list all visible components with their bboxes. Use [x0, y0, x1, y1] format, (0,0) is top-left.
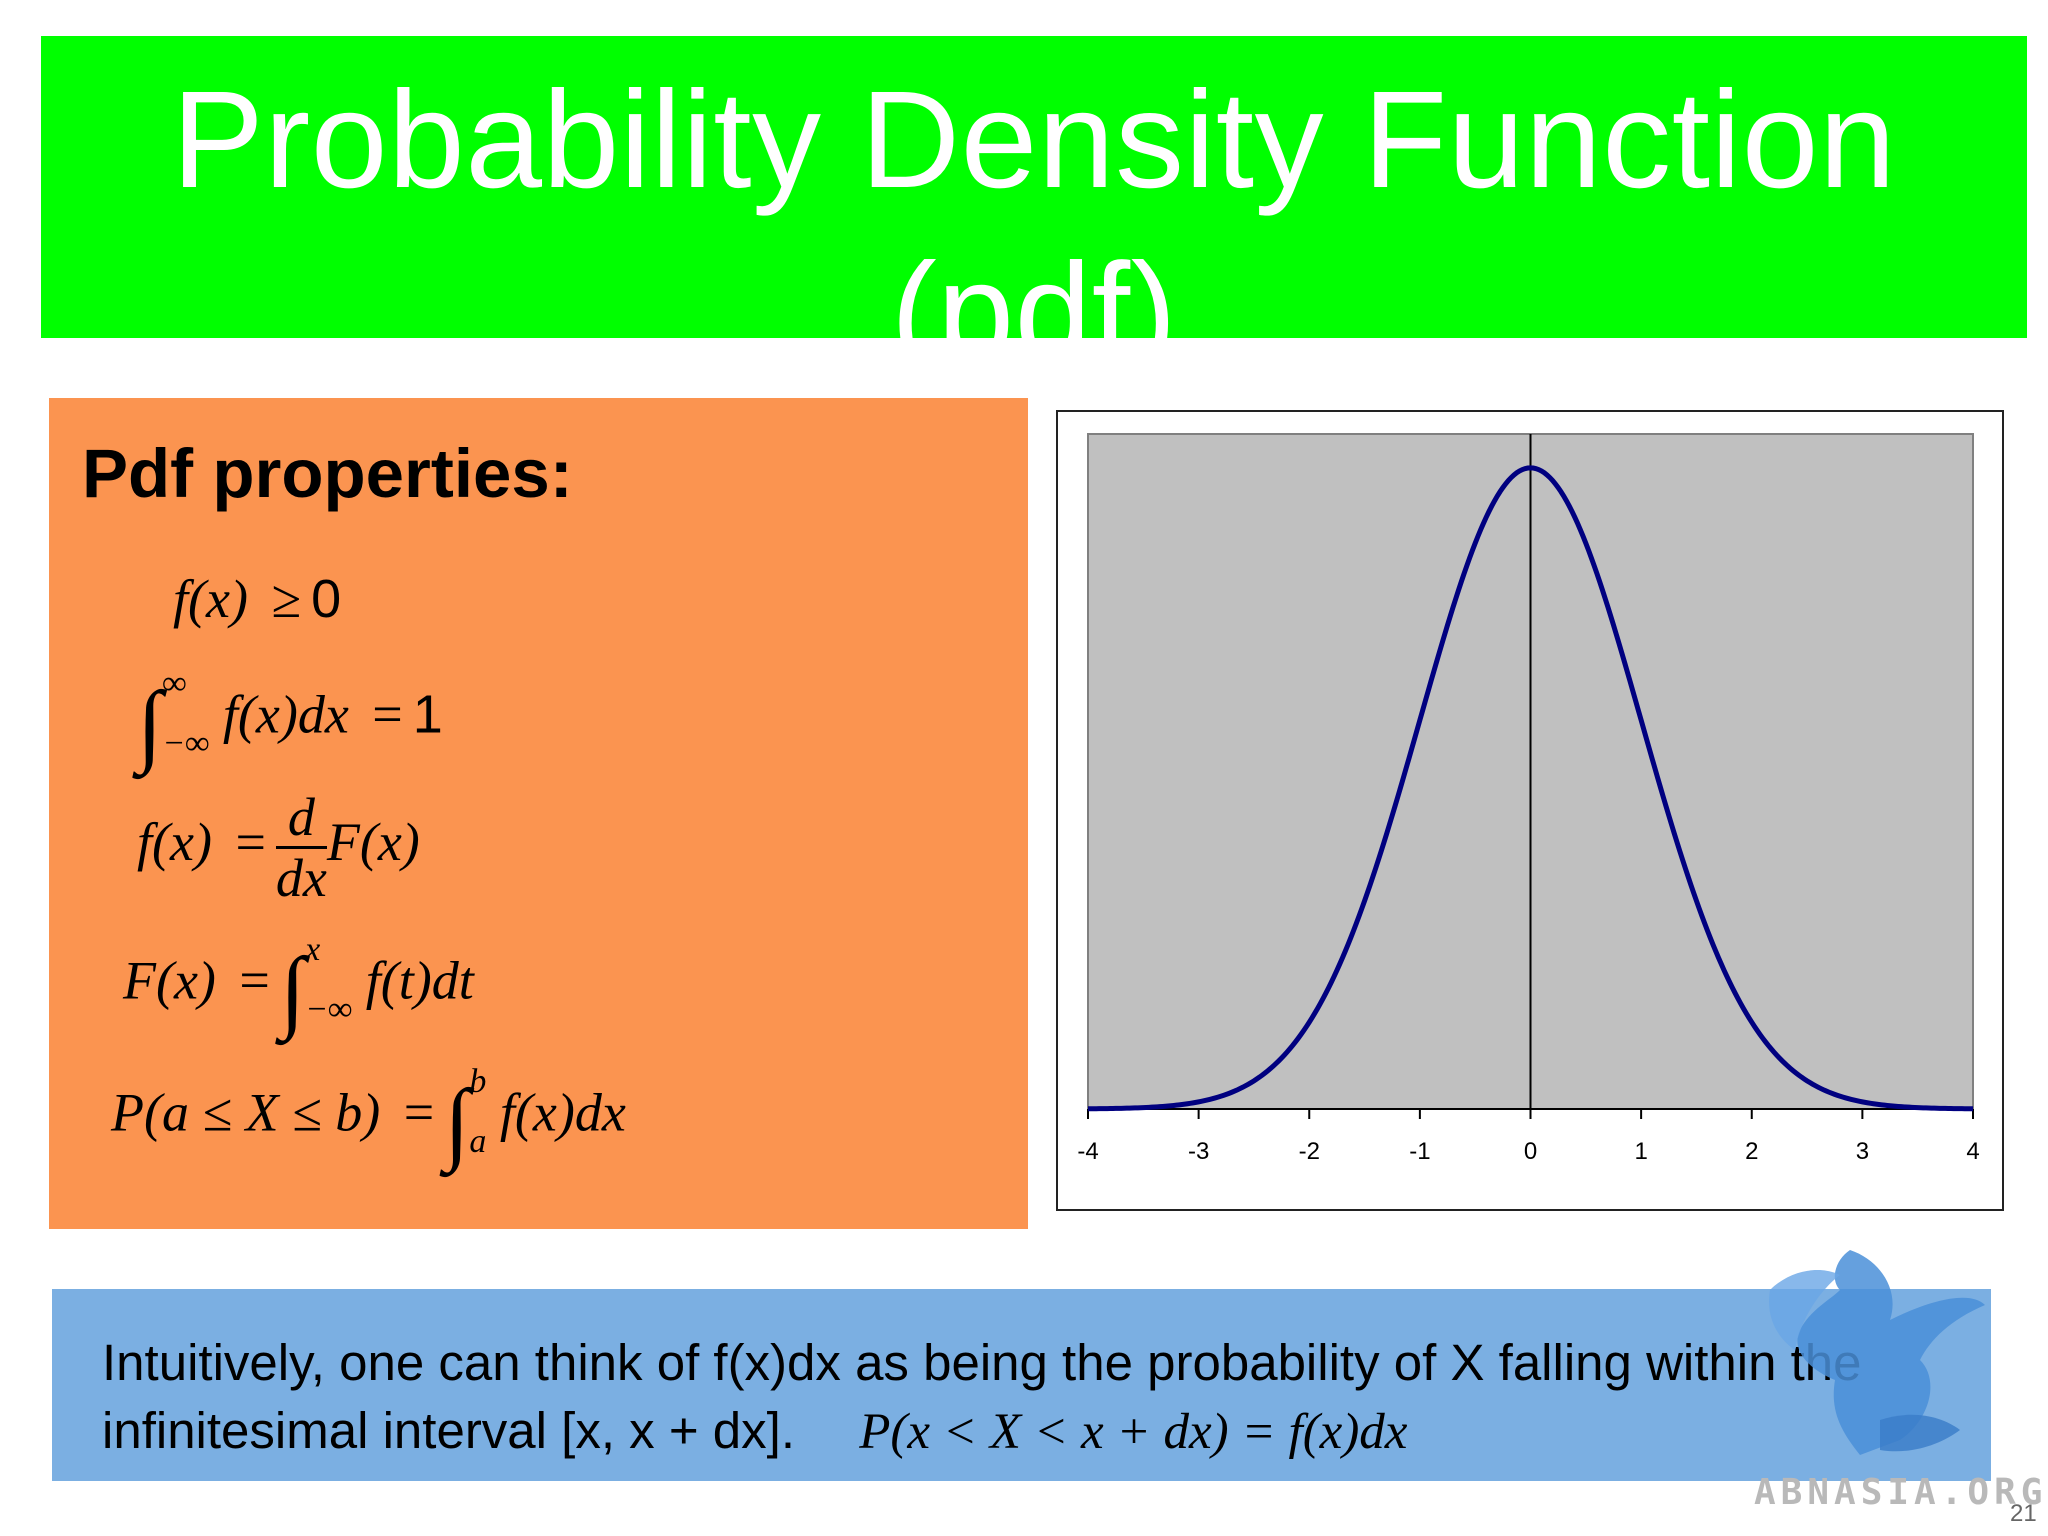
- logo-text: ABNASIA.ORG: [1754, 1472, 2048, 1513]
- x-tick-label: -2: [1299, 1138, 1320, 1165]
- properties-heading: Pdf properties:: [82, 435, 573, 512]
- pdf-properties-panel: Pdf properties: f(x) ≥0 ∫∞ −∞ f(x)dx = 1 f…: [49, 398, 1028, 1229]
- note-formula: P(x < X < x + dx) = f(x)dx: [859, 1404, 1408, 1460]
- formula-derivative: f(x) = d dx F(x): [137, 787, 420, 908]
- x-tick-label: 2: [1745, 1138, 1758, 1165]
- formula-normalization: ∫∞ −∞ f(x)dx = 1: [137, 665, 443, 775]
- note-sentence: Intuitively, one can think of f(x)dx as …: [102, 1334, 1862, 1459]
- title-line-1: Probability Density Function: [171, 63, 1897, 217]
- x-tick-label: 0: [1524, 1138, 1537, 1165]
- normal-curve-line: [1087, 465, 1974, 1112]
- formula-normalization-rhs: 1: [412, 684, 443, 745]
- page-number: 21: [2010, 1500, 2037, 1527]
- slide-title: Probability Density Function (pdf): [172, 54, 1896, 338]
- normal-curve-chart: -4 -3 -2 -1 0 1 2 3 4: [1056, 410, 2004, 1211]
- x-tick-label: 1: [1634, 1138, 1647, 1165]
- chart-svg: -4 -3 -2 -1 0 1 2 3 4: [1077, 433, 1980, 1165]
- formula-nonnegativity: f(x) ≥0: [173, 569, 342, 629]
- title-line-2: (pdf): [890, 235, 1178, 338]
- intuition-note: Intuitively, one can think of f(x)dx as …: [52, 1289, 1991, 1481]
- title-banner: Probability Density Function (pdf): [41, 36, 2027, 338]
- formula-interval-probability: P(a ≤ X ≤ b) = ∫b a f(x)dx: [111, 1063, 626, 1173]
- x-tick-label: 4: [1966, 1138, 1979, 1165]
- formula-nonnegativity-rhs: 0: [311, 569, 342, 629]
- formula-cdf: F(x) = ∫x −∞ f(t)dt: [123, 931, 474, 1041]
- x-tick-label: 3: [1856, 1138, 1869, 1165]
- x-tick-label: -1: [1409, 1138, 1430, 1165]
- x-tick-label: -3: [1188, 1138, 1209, 1165]
- griffin-logo-icon: [1769, 1250, 1985, 1455]
- note-text: Intuitively, one can think of f(x)dx as …: [102, 1329, 1982, 1466]
- x-tick-label: -4: [1077, 1138, 1098, 1165]
